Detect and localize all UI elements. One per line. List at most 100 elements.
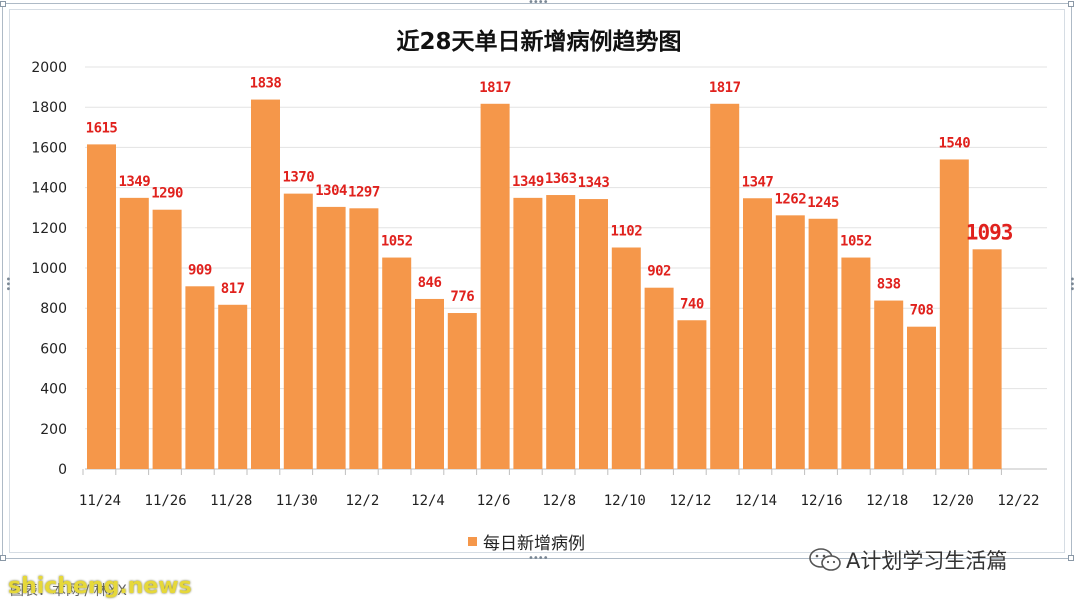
resize-grip-top[interactable]: •••• bbox=[528, 0, 549, 8]
data-label: 1290 bbox=[151, 186, 183, 202]
data-label: 1370 bbox=[282, 170, 314, 186]
bar bbox=[415, 298, 444, 469]
bar bbox=[283, 193, 313, 469]
data-label: 1347 bbox=[742, 174, 774, 190]
bar bbox=[152, 209, 182, 469]
data-label: 846 bbox=[418, 275, 442, 291]
legend-label: 每日新增病例 bbox=[483, 534, 585, 554]
data-label: 1615 bbox=[86, 120, 118, 136]
data-label: 817 bbox=[221, 281, 245, 297]
x-tick-label: 12/12 bbox=[669, 493, 711, 509]
resize-handle-bottom-left[interactable] bbox=[0, 555, 6, 561]
data-label: 1262 bbox=[774, 191, 806, 207]
data-label: 909 bbox=[188, 262, 212, 278]
x-tick-label: 12/20 bbox=[932, 493, 974, 509]
data-label: 1304 bbox=[315, 183, 347, 199]
site-watermark: shicheng.news bbox=[8, 574, 192, 599]
data-label-latest: 1093 bbox=[966, 220, 1013, 244]
data-label: 1349 bbox=[118, 174, 150, 190]
bar bbox=[743, 198, 772, 470]
resize-handle-top-right[interactable] bbox=[1068, 1, 1074, 7]
wechat-brand-watermark: A计划学习生活篇 bbox=[808, 545, 1007, 575]
data-label: 1838 bbox=[250, 76, 282, 92]
data-label: 1817 bbox=[479, 80, 511, 96]
bar bbox=[939, 159, 969, 469]
bar bbox=[382, 257, 412, 469]
x-tick-label: 11/30 bbox=[276, 493, 318, 509]
resize-grip-left[interactable]: ••• bbox=[2, 276, 13, 291]
bar bbox=[316, 206, 346, 469]
bar-chart: 0 200 400 600 800 1000 1200 1400 1600 1800 2000 11/… bbox=[31, 60, 1047, 509]
x-tick-label: 12/14 bbox=[735, 493, 777, 509]
y-tick-label: 1800 bbox=[31, 100, 67, 116]
bar bbox=[251, 99, 280, 469]
data-label: 1245 bbox=[807, 195, 839, 211]
bar bbox=[480, 103, 510, 470]
data-label: 1349 bbox=[512, 174, 544, 190]
bar bbox=[546, 195, 576, 470]
data-label: 1052 bbox=[840, 234, 872, 250]
y-tick-label: 1200 bbox=[31, 221, 67, 237]
x-tick-label: 12/16 bbox=[801, 493, 843, 509]
wechat-brand-text: A计划学习生活篇 bbox=[846, 549, 1008, 573]
bar bbox=[907, 326, 936, 469]
y-tick-label: 400 bbox=[40, 382, 67, 398]
bar bbox=[972, 249, 1002, 469]
y-tick-label: 2000 bbox=[31, 60, 67, 76]
bar bbox=[611, 247, 641, 469]
x-tick-label: 11/26 bbox=[145, 493, 187, 509]
bar bbox=[579, 199, 608, 469]
bar bbox=[349, 208, 379, 470]
x-tick-label: 11/28 bbox=[210, 493, 252, 509]
x-tick-label: 12/4 bbox=[411, 493, 445, 509]
resize-grip-right[interactable]: ••• bbox=[1066, 276, 1077, 291]
bar bbox=[87, 144, 116, 469]
data-label: 1343 bbox=[578, 175, 610, 191]
y-tick-label: 0 bbox=[58, 462, 67, 478]
y-tick-label: 1400 bbox=[31, 181, 67, 197]
data-label: 1363 bbox=[545, 171, 577, 187]
x-tick-label: 12/6 bbox=[477, 493, 511, 509]
bar bbox=[185, 286, 215, 469]
resize-handle-top-left[interactable] bbox=[0, 1, 6, 7]
data-label: 708 bbox=[910, 303, 934, 319]
y-tick-label: 1600 bbox=[31, 140, 67, 156]
data-label: 1102 bbox=[610, 223, 642, 239]
resize-handle-bottom-right[interactable] bbox=[1068, 555, 1074, 561]
data-label: 1052 bbox=[381, 234, 413, 250]
x-tick-label: 11/24 bbox=[79, 493, 121, 509]
chart-legend: 每日新增病例 bbox=[468, 529, 585, 554]
image-source-caption: 图表：本网 / 林XX bbox=[10, 583, 127, 599]
bar bbox=[775, 215, 805, 469]
resize-grip-bottom[interactable]: •••• bbox=[528, 553, 549, 564]
x-tick-label: 12/8 bbox=[542, 493, 576, 509]
data-label: 1817 bbox=[709, 80, 741, 96]
y-tick-label: 200 bbox=[40, 422, 67, 438]
chart-frame-inner bbox=[9, 9, 1065, 553]
bar bbox=[644, 287, 674, 469]
data-label: 776 bbox=[450, 289, 474, 305]
bar bbox=[874, 300, 904, 469]
data-label: 1297 bbox=[348, 184, 380, 200]
bar bbox=[677, 320, 707, 469]
x-tick-label: 12/18 bbox=[866, 493, 908, 509]
x-tick-label: 12/2 bbox=[346, 493, 380, 509]
legend-swatch bbox=[468, 537, 477, 546]
data-label: 740 bbox=[680, 296, 704, 312]
bar bbox=[218, 304, 248, 469]
y-tick-label: 800 bbox=[40, 301, 67, 317]
bar bbox=[513, 197, 543, 469]
data-label: 838 bbox=[877, 277, 901, 293]
bar bbox=[119, 197, 149, 469]
x-tick-label: 12/22 bbox=[997, 493, 1039, 509]
bar bbox=[808, 218, 838, 469]
chart-title: 近28天单日新增病例趋势图 bbox=[396, 29, 682, 55]
data-label: 1540 bbox=[938, 135, 970, 151]
bar bbox=[841, 257, 871, 469]
wechat-logo-icon bbox=[809, 548, 841, 571]
data-label: 902 bbox=[647, 264, 671, 280]
y-tick-label: 1000 bbox=[31, 261, 67, 277]
y-tick-label: 600 bbox=[40, 341, 67, 357]
bar bbox=[710, 103, 740, 470]
x-tick-label: 12/10 bbox=[604, 493, 646, 509]
